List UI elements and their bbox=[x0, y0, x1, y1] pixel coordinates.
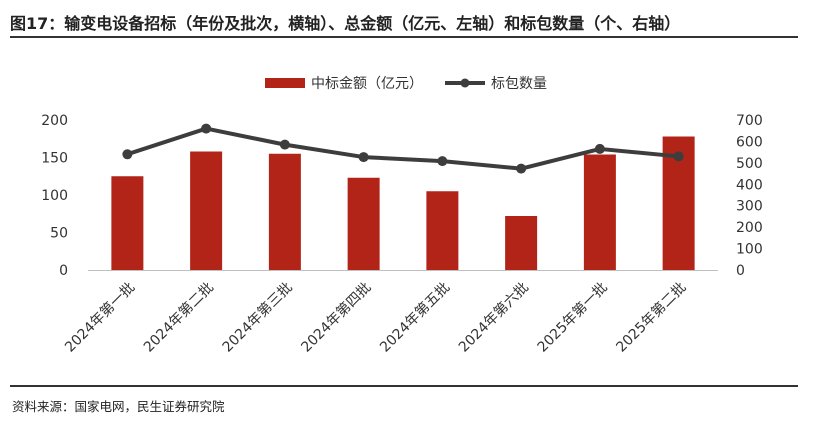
y-left-tick-label: 50 bbox=[50, 226, 68, 242]
line-point bbox=[201, 123, 212, 134]
bar bbox=[190, 151, 223, 270]
chart-title: 图17：输变电设备招标（年份及批次，横轴）、总金额（亿元、左轴）和标包数量（个、… bbox=[10, 14, 681, 33]
y-right-tick-label: 400 bbox=[736, 177, 763, 193]
y-right-tick-label: 300 bbox=[736, 199, 763, 215]
x-category-label: 2024年第二批 bbox=[140, 279, 217, 356]
bar bbox=[505, 216, 538, 270]
y-right-tick-label: 200 bbox=[736, 220, 763, 236]
y-right-tick-label: 600 bbox=[736, 134, 763, 150]
bar bbox=[583, 154, 616, 270]
x-category-label: 2024年第四批 bbox=[298, 279, 375, 356]
y-left-tick-label: 150 bbox=[41, 151, 68, 167]
source-note: 资料来源：国家电网，民生证券研究院 bbox=[12, 399, 225, 414]
y-right-tick-label: 100 bbox=[736, 242, 763, 258]
bar bbox=[426, 191, 459, 270]
y-right-tick-label: 0 bbox=[736, 263, 745, 279]
x-category-label: 2025年第二批 bbox=[613, 279, 690, 356]
x-category-label: 2024年第五批 bbox=[376, 279, 453, 356]
y-right-tick-label: 700 bbox=[736, 113, 763, 129]
line-point bbox=[594, 143, 605, 154]
line-point bbox=[279, 139, 290, 150]
line-point bbox=[673, 151, 684, 162]
legend-swatch-marker bbox=[460, 78, 470, 88]
title-rule bbox=[10, 36, 798, 38]
x-category-label: 2024年第六批 bbox=[455, 279, 532, 356]
bar bbox=[111, 176, 144, 270]
bar bbox=[347, 177, 380, 270]
line-point bbox=[122, 149, 133, 160]
x-category-label: 2025年第一批 bbox=[534, 279, 611, 356]
y-left-tick-label: 100 bbox=[41, 188, 68, 204]
x-category-label: 2024年第三批 bbox=[219, 279, 296, 356]
series-line bbox=[126, 126, 679, 171]
y-left-tick-label: 0 bbox=[59, 263, 68, 279]
bottom-rule bbox=[10, 385, 798, 387]
y-right-tick-label: 500 bbox=[736, 156, 763, 172]
line-point bbox=[437, 156, 448, 167]
x-category-label: 2024年第一批 bbox=[61, 279, 138, 356]
bar bbox=[268, 153, 301, 270]
legend-label-line: 标包数量 bbox=[491, 76, 547, 92]
line-point bbox=[516, 163, 527, 174]
y-left-tick-label: 200 bbox=[41, 113, 68, 129]
legend-label-bar: 中标金额（亿元） bbox=[311, 76, 423, 92]
line-point bbox=[358, 152, 369, 163]
legend-swatch-bar bbox=[265, 78, 305, 88]
